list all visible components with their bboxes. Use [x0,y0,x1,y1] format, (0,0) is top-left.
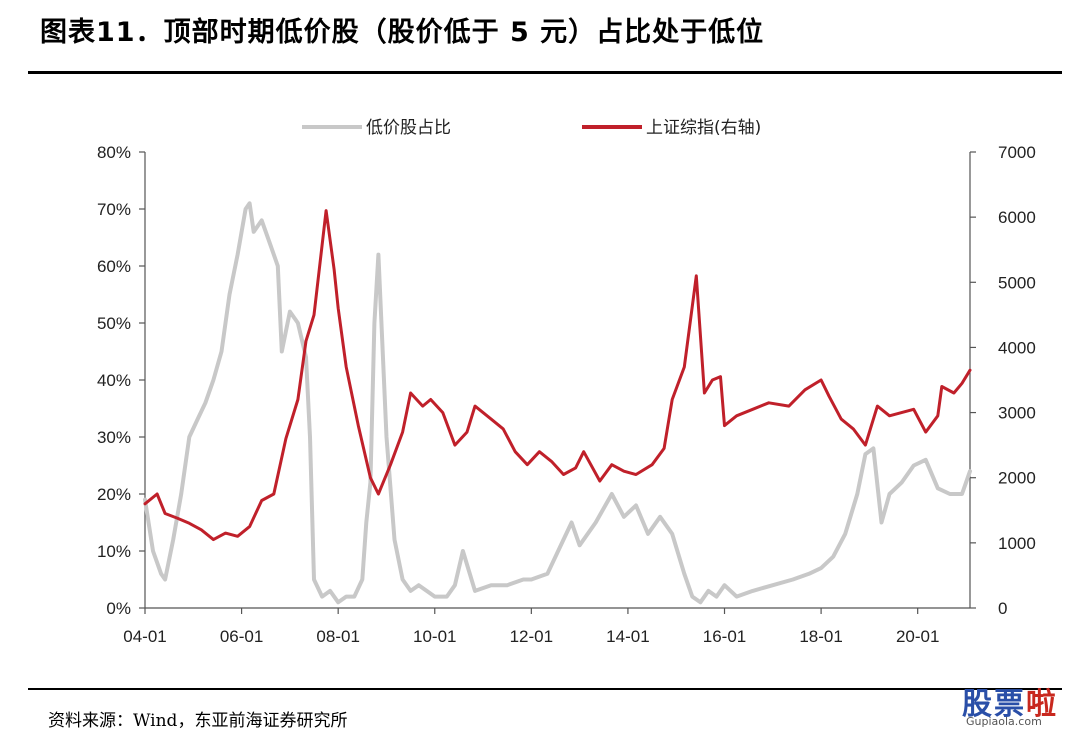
legend-label-index: 上证综指(右轴) [646,118,761,138]
x-tick-label: 20-01 [896,627,939,646]
x-tick-label: 16-01 [703,627,746,646]
right-tick-label: 1000 [998,534,1036,553]
left-tick-label: 80% [97,143,131,162]
left-tick-label: 50% [97,314,131,333]
right-tick-label: 2000 [998,469,1036,488]
right-tick-label: 6000 [998,208,1036,227]
left-tick-label: 20% [97,485,131,504]
right-tick-label: 0 [998,599,1007,618]
x-tick-label: 04-01 [123,627,166,646]
x-tick-label: 06-01 [220,627,263,646]
series-line-low-price [143,201,972,605]
chart-legend: 低价股占比 上证综指(右轴) [302,118,761,138]
chart-canvas: 低价股占比 上证综指(右轴) 0% 10% 20% 30% 40% 50% 60% 70% 80… [97,118,1036,646]
left-tick-label: 10% [97,542,131,561]
watermark-text: 股票啦 [962,687,1058,722]
left-tick-label: 40% [97,371,131,390]
x-tick-label: 10-01 [413,627,456,646]
chart-series [143,201,972,605]
left-tick-label: 30% [97,428,131,447]
left-tick-label: 60% [97,257,131,276]
right-tick-label: 4000 [998,338,1036,357]
left-tick-label: 70% [97,200,131,219]
chart-axes: 0% 10% 20% 30% 40% 50% 60% 70% 80% 0 1000 2000 3000 4… [97,143,1036,646]
bottom-rule [28,688,1062,690]
figure-title: 图表11．顶部时期低价股（股价低于 5 元）占比处于低位 [40,17,765,48]
x-tick-label: 12-01 [510,627,553,646]
source-note: 资料来源：Wind，东亚前海证券研究所 [48,711,348,731]
top-rule [28,71,1062,74]
left-tick-label: 0% [106,599,131,618]
right-tick-label: 7000 [998,143,1036,162]
legend-label-low-price: 低价股占比 [366,118,451,138]
right-tick-label: 5000 [998,273,1036,292]
series-line-index [143,209,972,542]
right-tick-label: 3000 [998,404,1036,423]
x-tick-label: 14-01 [606,627,649,646]
x-tick-label: 08-01 [316,627,359,646]
watermark-url: Gupiaola.com [966,715,1042,728]
watermark-logo: 股票啦 Gupiaola.com [958,679,1076,731]
x-tick-label: 18-01 [799,627,842,646]
